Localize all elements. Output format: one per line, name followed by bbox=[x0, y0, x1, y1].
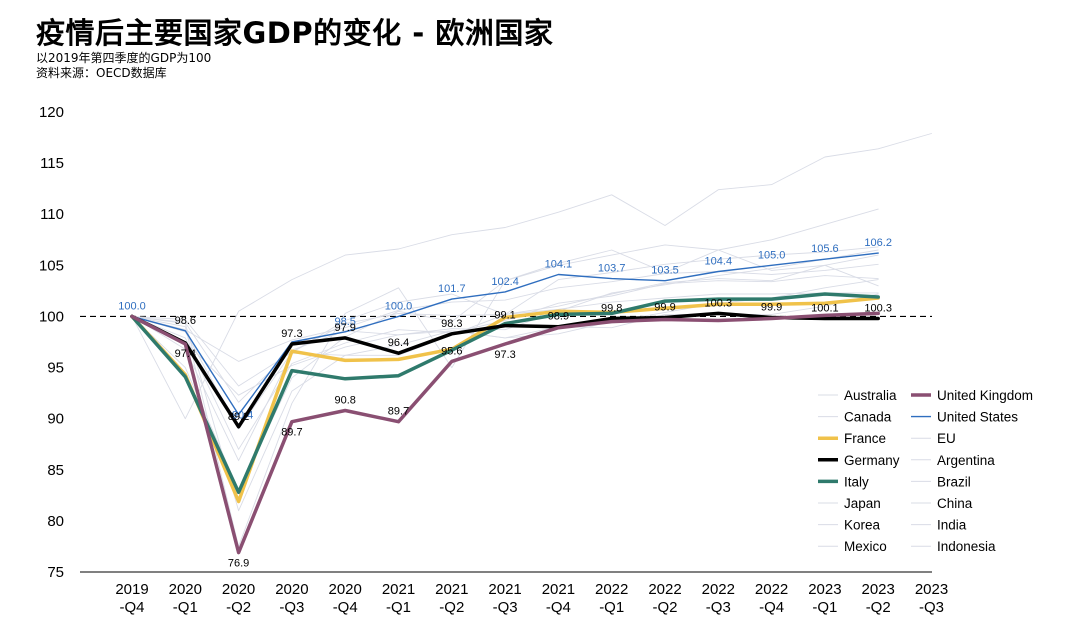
legend-label: EU bbox=[937, 431, 956, 446]
x-tick-label: 2020 -Q3 bbox=[275, 581, 308, 616]
data-label: 101.7 bbox=[438, 283, 466, 295]
data-label: 97.3 bbox=[281, 328, 302, 340]
x-tick-label: 2023 -Q2 bbox=[862, 581, 895, 616]
x-tick-label: 2019 -Q4 bbox=[115, 581, 148, 616]
data-label: 103.7 bbox=[598, 263, 626, 275]
legend-label: United States bbox=[937, 410, 1018, 425]
x-tick-label: 2021 -Q2 bbox=[435, 581, 468, 616]
data-label: 89.7 bbox=[281, 427, 302, 439]
light-series-group bbox=[131, 133, 932, 547]
y-tick-label: 75 bbox=[47, 564, 64, 581]
data-label: 95.6 bbox=[441, 345, 462, 357]
data-label: 96.4 bbox=[388, 337, 409, 349]
legend: Australia Canada France Germany Italy Japan Ko… bbox=[818, 388, 1033, 554]
legend-label: China bbox=[937, 496, 973, 511]
legend-label: Japan bbox=[844, 496, 881, 511]
y-tick-label: 115 bbox=[40, 155, 64, 172]
legend-label: France bbox=[844, 431, 886, 446]
series-line-canada bbox=[131, 275, 879, 450]
legend-label: Germany bbox=[844, 453, 900, 468]
data-label: 98.5 bbox=[334, 316, 355, 328]
series-line-italy bbox=[130, 292, 880, 495]
series-line-germany bbox=[130, 311, 880, 429]
data-label: 76.9 bbox=[228, 558, 249, 570]
x-tick-label: 2020 -Q1 bbox=[169, 581, 202, 616]
x-tick-label: 2021 -Q3 bbox=[488, 581, 521, 616]
x-tick-label: 2023 -Q3 bbox=[915, 581, 948, 616]
data-label: 97.4 bbox=[175, 348, 196, 360]
legend-label: Korea bbox=[844, 518, 881, 533]
data-label: 89.7 bbox=[388, 406, 409, 418]
series-line-korea bbox=[131, 263, 879, 362]
x-tick-label: 2022 -Q1 bbox=[595, 581, 628, 616]
data-label: 90.4 bbox=[232, 410, 253, 422]
data-label: 99.8 bbox=[601, 302, 622, 314]
series-line-brazil bbox=[131, 254, 879, 430]
data-label: 97.9 bbox=[334, 322, 355, 334]
series-line-united-kingdom bbox=[130, 311, 880, 555]
axes-group: 75 80 85 90 95 100 105 110 115 120 2019 -Q4 2020 -Q1 2… bbox=[39, 104, 948, 616]
x-tick-label: 2022 -Q2 bbox=[648, 581, 681, 616]
data-label: 90.8 bbox=[334, 394, 355, 406]
legend-label: United Kingdom bbox=[937, 388, 1033, 403]
data-label: 103.5 bbox=[651, 265, 679, 277]
series-line-france bbox=[130, 296, 880, 504]
main-series-group bbox=[130, 252, 880, 555]
data-label: 99.9 bbox=[761, 301, 782, 313]
data-label: 98.3 bbox=[441, 318, 462, 330]
data-label: 105.6 bbox=[811, 243, 839, 255]
legend-label: Mexico bbox=[844, 539, 887, 554]
y-tick-label: 105 bbox=[39, 257, 64, 274]
data-label: 100.3 bbox=[864, 302, 892, 314]
data-label: 89.2 bbox=[228, 411, 249, 423]
chart-subtitle: 以2019年第四季度的GDP为100 bbox=[36, 51, 212, 65]
series-line-china bbox=[131, 133, 932, 420]
data-label: 98.9 bbox=[548, 311, 569, 323]
y-tick-label: 85 bbox=[47, 462, 64, 479]
data-label: 100.0 bbox=[118, 300, 146, 312]
x-tick-label: 2022 -Q3 bbox=[702, 581, 735, 616]
chart-title: 疫情后主要国家GDP的变化 - 欧洲国家 bbox=[36, 16, 554, 50]
legend-label: India bbox=[937, 518, 967, 533]
data-label: 100.0 bbox=[385, 300, 413, 312]
data-labels-group: 100.098.697.490.489.276.997.389.798.597.… bbox=[118, 237, 892, 570]
y-tick-label: 95 bbox=[47, 360, 64, 377]
y-tick-label: 100 bbox=[39, 308, 64, 325]
y-tick-label: 110 bbox=[40, 206, 64, 223]
x-tick-label: 2020 -Q4 bbox=[329, 581, 362, 616]
data-label: 102.4 bbox=[491, 276, 519, 288]
x-tick-label: 2022 -Q4 bbox=[755, 581, 788, 616]
x-tick-label: 2020 -Q2 bbox=[222, 581, 255, 616]
data-label: 100.1 bbox=[811, 302, 839, 314]
data-label: 99.1 bbox=[494, 310, 515, 322]
data-label: 100.3 bbox=[705, 297, 733, 309]
chart-source: 资料来源：OECD数据库 bbox=[36, 66, 167, 80]
data-label: 98.6 bbox=[175, 315, 196, 327]
x-tick-label: 2023 -Q1 bbox=[808, 581, 841, 616]
data-label: 97.3 bbox=[494, 349, 515, 361]
data-label: 104.4 bbox=[705, 255, 733, 267]
data-label: 106.2 bbox=[864, 237, 892, 249]
legend-label: Italy bbox=[844, 474, 869, 489]
legend-label: Brazil bbox=[937, 474, 971, 489]
y-tick-label: 80 bbox=[47, 513, 64, 530]
x-tick-label: 2021 -Q4 bbox=[542, 581, 575, 616]
legend-label: Argentina bbox=[937, 453, 995, 468]
legend-label: Australia bbox=[844, 388, 897, 403]
series-line-united-states bbox=[131, 252, 879, 416]
y-tick-label: 120 bbox=[39, 104, 64, 121]
legend-label: Indonesia bbox=[937, 539, 996, 554]
data-label: 99.9 bbox=[654, 301, 675, 313]
legend-label: Canada bbox=[844, 410, 892, 425]
data-label: 105.0 bbox=[758, 249, 786, 261]
series-line-indonesia bbox=[131, 249, 879, 396]
x-tick-label: 2021 -Q1 bbox=[382, 581, 415, 616]
data-label: 104.1 bbox=[545, 259, 573, 271]
y-tick-label: 90 bbox=[47, 411, 64, 428]
series-line-india bbox=[131, 208, 879, 547]
